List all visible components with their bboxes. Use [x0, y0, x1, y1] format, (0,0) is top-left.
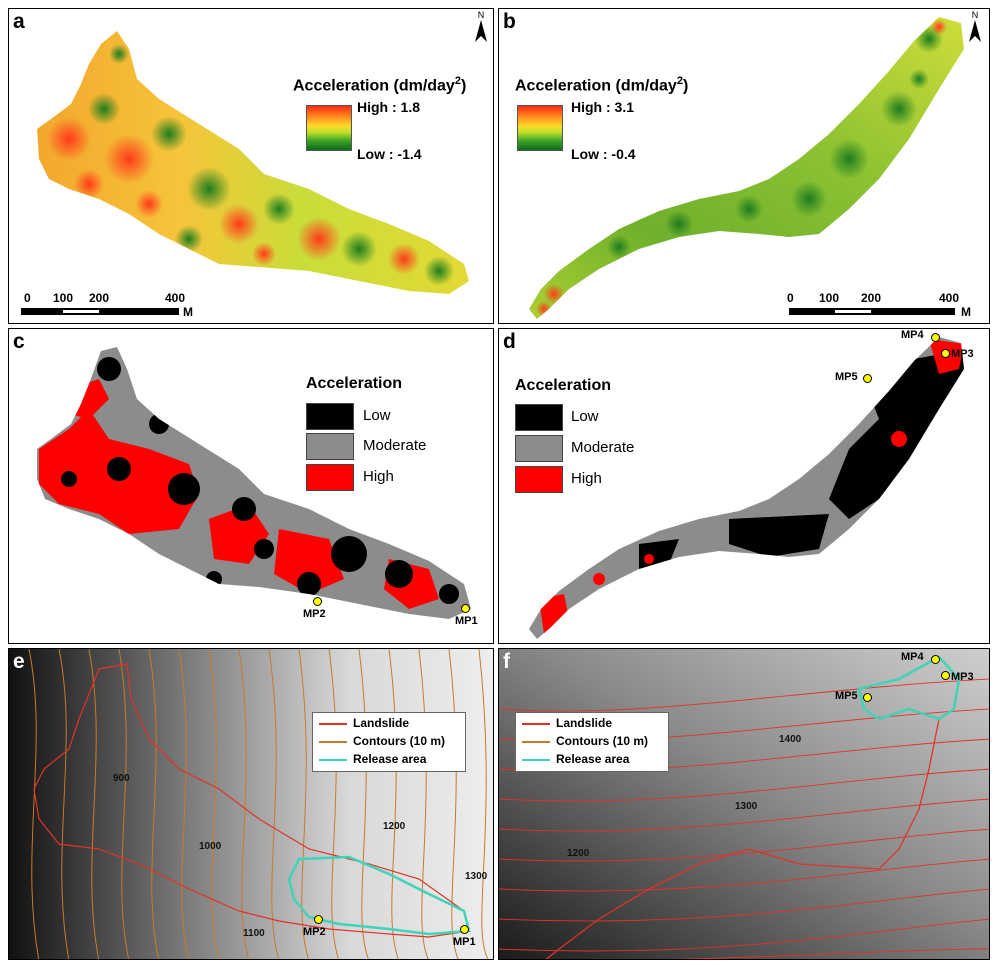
- contour-label: 1300: [465, 871, 488, 882]
- legend-swatch-moderate: [515, 435, 563, 462]
- point-marker: [313, 597, 322, 606]
- panel-f: 1400 1300 1200 f Landslide Contours (10 …: [498, 648, 990, 960]
- point-label: MP1: [453, 936, 476, 948]
- contour-map-e: 900 1000 1100 1200 1300: [9, 649, 493, 959]
- classified-map-c: [37, 347, 471, 619]
- north-arrow-icon: N: [475, 10, 487, 42]
- point-marker: [314, 915, 323, 924]
- legend-gradient: [306, 105, 352, 151]
- point-label: MP4: [901, 329, 924, 341]
- svg-text:N: N: [972, 10, 979, 20]
- legend-title: Acceleration: [306, 375, 403, 392]
- legend: Landslide Contours (10 m) Release area: [515, 712, 669, 772]
- legend-label-low: Low: [363, 407, 391, 424]
- panel-d: d Acceleration Low Moderate High MP4 MP3…: [498, 328, 990, 644]
- legend-row: Contours (10 m): [522, 733, 662, 751]
- point-label: MP2: [303, 608, 326, 620]
- legend-row: Landslide: [319, 715, 459, 733]
- legend-low: Low : -1.4: [357, 146, 422, 162]
- point-label: MP1: [455, 615, 478, 627]
- point-marker: [863, 374, 872, 383]
- legend-row: Contours (10 m): [319, 733, 459, 751]
- legend-row: Release area: [319, 751, 459, 769]
- legend-swatch-low: [306, 403, 354, 430]
- panel-e: 900 1000 1100 1200 1300 e Landslide Cont…: [8, 648, 494, 960]
- point-marker: [931, 655, 940, 664]
- contour-label: 1000: [199, 841, 222, 852]
- legend-label-low: Low: [571, 408, 599, 425]
- panel-label: b: [503, 10, 516, 33]
- panel-label: f: [503, 650, 510, 673]
- point-label: MP2: [303, 926, 326, 938]
- point-marker: [460, 925, 469, 934]
- scale-bar: 0 100 200 400 M: [787, 291, 971, 319]
- panel-c: c Acceleration Low Moderate High MP2 MP1: [8, 328, 494, 644]
- svg-text:N: N: [478, 10, 485, 20]
- point-marker: [461, 604, 470, 613]
- legend-high: High : 3.1: [571, 99, 635, 115]
- legend: Landslide Contours (10 m) Release area: [312, 712, 466, 772]
- north-arrow-icon: N: [969, 10, 981, 42]
- panel-b: b N Acceleration (dm/day2) High : 3.1 Lo…: [498, 8, 990, 324]
- contour-label: 900: [113, 773, 130, 784]
- legend-title: Acceleration (dm/day2): [293, 75, 467, 95]
- panel-label: a: [13, 10, 25, 33]
- point-marker: [941, 671, 950, 680]
- contour-label: 1400: [779, 734, 802, 745]
- legend-title: Acceleration (dm/day2): [515, 75, 689, 95]
- contour-label: 1100: [243, 928, 265, 939]
- point-label: MP5: [835, 690, 858, 702]
- legend-high: High : 1.8: [357, 99, 421, 115]
- panel-label: c: [13, 330, 25, 353]
- legend-title: Acceleration: [515, 377, 612, 394]
- contour-label: 1200: [567, 848, 590, 859]
- legend-gradient: [517, 105, 563, 151]
- contour-map-f: 1400 1300 1200: [499, 649, 989, 959]
- contour-label: 1200: [383, 821, 406, 832]
- legend-row: Landslide: [522, 715, 662, 733]
- point-label: MP4: [901, 651, 924, 663]
- panel-a: a N Acceleration (dm/day2) High : 1.8 Lo…: [8, 8, 494, 324]
- panel-label: d: [503, 330, 516, 353]
- legend-low: Low : -0.4: [571, 146, 636, 162]
- legend-label-moderate: Moderate: [363, 437, 427, 454]
- classified-map-d: [529, 337, 964, 639]
- legend-swatch-high: [306, 464, 354, 491]
- acceleration-map-b: [529, 17, 964, 319]
- legend-row: Release area: [522, 751, 662, 769]
- legend-swatch-moderate: [306, 433, 354, 460]
- acceleration-map-a: [37, 31, 469, 294]
- point-label: MP3: [951, 348, 974, 360]
- point-label: MP3: [951, 671, 974, 683]
- point-marker: [941, 349, 950, 358]
- legend-swatch-low: [515, 404, 563, 431]
- scale-bar: 0 100 200 400 M: [21, 291, 197, 321]
- legend-swatch-high: [515, 466, 563, 493]
- point-marker: [931, 333, 940, 342]
- legend-label-high: High: [571, 470, 602, 487]
- panel-label: e: [13, 650, 25, 673]
- contour-label: 1300: [735, 801, 758, 812]
- point-label: MP5: [835, 371, 858, 383]
- point-marker: [863, 693, 872, 702]
- legend-label-moderate: Moderate: [571, 439, 635, 456]
- legend-label-high: High: [363, 468, 394, 485]
